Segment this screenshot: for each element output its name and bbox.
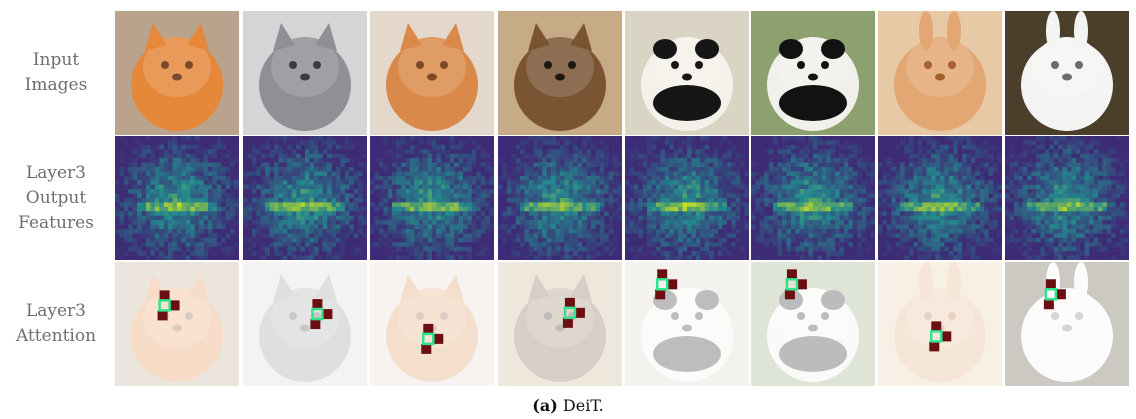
input-image-tile: [1005, 11, 1129, 135]
row-label-layer3-attention: Layer3 Attention: [0, 262, 112, 386]
feature-map-tile: [751, 136, 875, 260]
row-label-line: Layer3: [25, 162, 86, 183]
attention-map-tile: [370, 262, 494, 386]
input-image-tile: [370, 11, 494, 135]
attention-map-tile: [115, 262, 239, 386]
row-label-layer3-output-features: Layer3 Output Features: [0, 136, 112, 260]
row-label-line: Output: [25, 187, 87, 208]
input-image-tile: [115, 11, 239, 135]
row-label-input-images: Input Images: [0, 11, 112, 135]
row-label-line: Input: [32, 50, 80, 70]
input-image-tile: [878, 11, 1002, 135]
attention-map-tile: [625, 262, 749, 386]
row-label-line: Attention: [15, 326, 97, 346]
attention-map-tile: [878, 262, 1002, 386]
figure-caption: (a) DeiT.: [0, 396, 1136, 415]
caption-label: (a): [532, 396, 558, 415]
feature-map-tile: [625, 136, 749, 260]
attention-map-tile: [751, 262, 875, 386]
input-image-tile: [243, 11, 367, 135]
input-image-tile: [625, 11, 749, 135]
feature-map-tile: [498, 136, 622, 260]
feature-map-tile: [1005, 136, 1129, 260]
feature-map-tile: [878, 136, 1002, 260]
feature-map-tile: [115, 136, 239, 260]
feature-map-tile: [370, 136, 494, 260]
row-label-line: Layer3: [25, 301, 86, 321]
attention-map-tile: [1005, 262, 1129, 386]
feature-map-tile: [243, 136, 367, 260]
attention-map-tile: [498, 262, 622, 386]
input-image-tile: [498, 11, 622, 135]
caption-text: DeiT.: [562, 396, 604, 415]
input-image-tile: [751, 11, 875, 135]
attention-map-tile: [243, 262, 367, 386]
row-label-line: Images: [24, 75, 88, 95]
row-label-line: Features: [18, 212, 94, 233]
